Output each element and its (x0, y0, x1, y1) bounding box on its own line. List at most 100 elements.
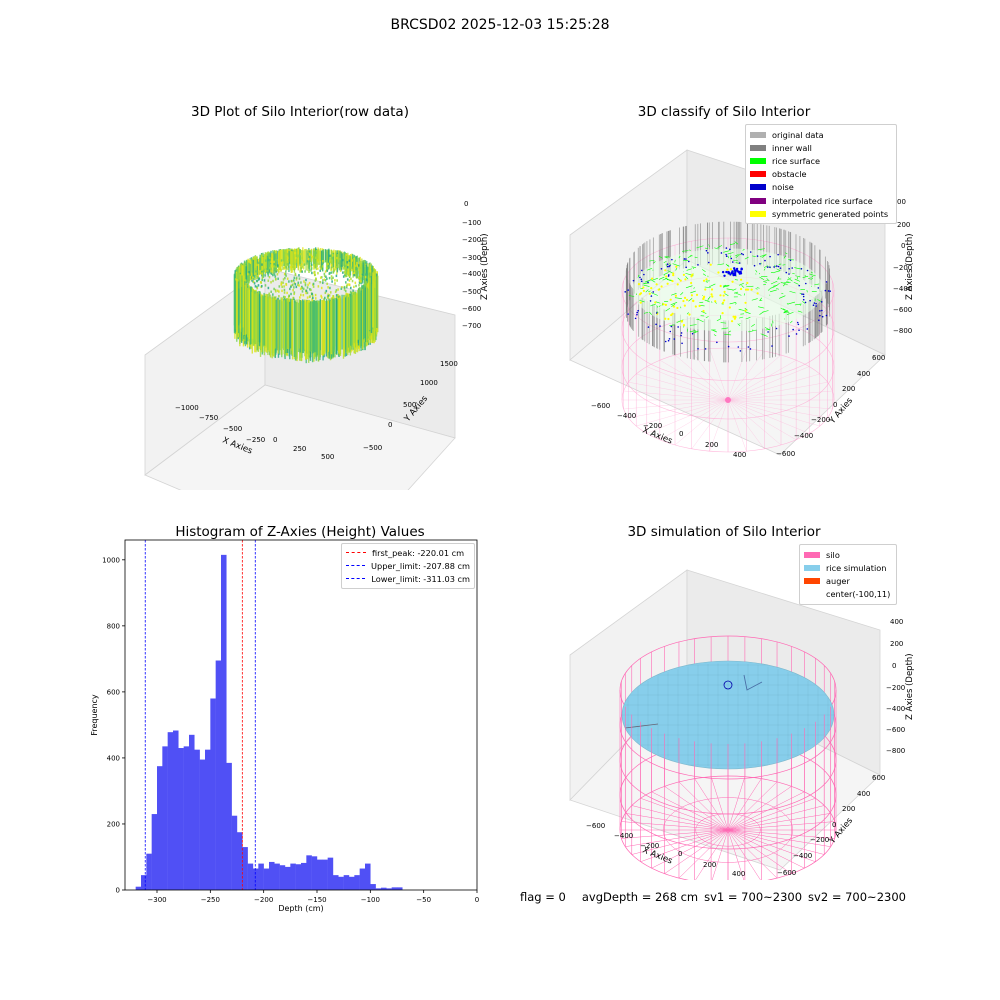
classify-ytick: 600 (872, 354, 885, 362)
classify-ytick: 200 (842, 385, 855, 393)
histogram-bar (199, 759, 206, 890)
histogram-bar (205, 749, 211, 890)
classify-ztick: −600 (893, 306, 912, 314)
raw-ztick: −300 (462, 254, 481, 262)
legend-item: first_peak: -220.01 cm (346, 546, 470, 559)
avg-depth-text: avgDepth = 268 cm (581, 890, 699, 904)
legend-item: original data (750, 128, 892, 141)
histogram-bar (375, 888, 382, 890)
auger (743, 674, 763, 691)
legend-item: Upper_limit: -207.88 cm (346, 559, 470, 572)
legend-line (346, 578, 366, 580)
silo-wireframe-front (621, 698, 835, 880)
legend-swatch (750, 157, 766, 164)
histogram-title: Histogram of Z-Axies (Height) Values (175, 524, 425, 540)
histogram-bar (242, 847, 248, 890)
classify-ztick: −400 (893, 285, 912, 293)
legend-swatch (750, 197, 766, 204)
raw-ztick: −200 (462, 236, 481, 244)
histogram-bar (354, 875, 360, 890)
histogram-bar (333, 875, 339, 890)
histogram-xtick-label: 0 (475, 896, 479, 904)
classify-zlabel: Z Axies (Depth) (905, 233, 915, 300)
histogram-bars (135, 554, 403, 890)
raw-ztick: −700 (462, 322, 481, 330)
flag-text: flag = 0 (520, 890, 566, 904)
classify-ytick: −600 (776, 450, 795, 458)
histogram-bar (215, 660, 222, 890)
sim-ytick: 0 (832, 821, 836, 829)
histogram-xlabel: Depth (cm) (278, 904, 323, 913)
classify-legend: original data inner wall rice surface ob… (745, 124, 897, 225)
classify-ztick: −800 (893, 327, 912, 335)
legend-swatch (750, 210, 766, 217)
histogram-frame (124, 539, 478, 891)
histogram-bar (141, 875, 147, 890)
legend-item: auger (804, 574, 892, 587)
legend-label: original data (772, 129, 824, 140)
histogram-bar (306, 855, 312, 890)
panel-raw-title: 3D Plot of Silo Interior(row data) (191, 104, 409, 120)
legend-label: symmetric generated points (772, 208, 889, 219)
classify-ztick: 00 (897, 198, 906, 206)
legend-label: interpolated rice surface (772, 195, 873, 206)
status-footer: flag = 0 avgDepth = 268 cm sv1 = 700~2300 s… (520, 890, 906, 904)
legend-label: obstacle (772, 169, 807, 180)
sim-zlabel: Z Axies (Depth) (905, 653, 915, 720)
histogram-bar (269, 861, 275, 890)
raw-ytick: 500 (403, 401, 416, 409)
legend-swatch (804, 564, 820, 571)
histogram-bar (274, 863, 280, 890)
classify-xtick: 200 (705, 441, 718, 449)
histogram-bar (151, 814, 158, 890)
sim-xtick: −400 (614, 832, 633, 840)
raw-ztick: 0 (464, 200, 468, 208)
histogram-bar (258, 863, 264, 890)
histogram-ytick-label: 0 (116, 887, 120, 895)
histogram-bar (391, 887, 398, 890)
legend-item: rice simulation (804, 561, 892, 574)
sim-ytick: −400 (793, 852, 812, 860)
sim-ytick: −200 (810, 836, 829, 844)
simulation-3d-plot: −600 −400 −200 0 200 400 −600 −400 −200 … (569, 569, 915, 880)
raw-xtick: 0 (273, 436, 277, 444)
histogram-bar (343, 875, 350, 890)
histogram-bar (386, 888, 392, 890)
raw-xtick: −250 (246, 436, 265, 444)
legend-item: rice surface (750, 154, 892, 167)
classify-ytick: 0 (833, 401, 837, 409)
raw-point-cloud (233, 247, 379, 364)
classify-ytick: −400 (794, 432, 813, 440)
raw-xtick: −1000 (175, 404, 199, 412)
histogram-xtick-label: −300 (147, 896, 166, 904)
histogram-bar (279, 865, 286, 890)
histogram-bar (226, 762, 232, 890)
sim-ztick: −200 (886, 684, 905, 692)
legend-item: noise (750, 181, 892, 194)
sim-ytick: −600 (777, 869, 796, 877)
histogram-bar (359, 868, 366, 890)
legend-line (346, 552, 366, 554)
legend-swatch (804, 591, 820, 597)
legend-label: first_peak: -220.01 cm (372, 547, 465, 558)
legend-item: interpolated rice surface (750, 194, 892, 207)
histogram-bar (365, 863, 371, 890)
histogram-bar (317, 859, 323, 890)
sim-ztick: −600 (886, 726, 905, 734)
raw-ztick: −400 (462, 270, 481, 278)
legend-item: silo (804, 548, 892, 561)
histogram-bar (173, 730, 179, 890)
legend-label: Upper_limit: -207.88 cm (371, 560, 470, 571)
classify-ytick: −200 (811, 416, 830, 424)
histogram-bar (295, 864, 302, 890)
simulation-legend: silo rice simulation auger center(-100,1… (799, 544, 897, 605)
histogram-bar (146, 853, 152, 890)
histogram-bar (162, 746, 168, 890)
legend-item: symmetric generated points (750, 207, 892, 220)
histogram-bar (290, 863, 296, 890)
raw-xtick: 250 (293, 445, 306, 453)
classify-xtick: 400 (733, 451, 746, 459)
legend-item: Lower_limit: -311.03 cm (346, 572, 470, 585)
figure-title: BRCSD02 2025-12-03 15:25:28 (390, 17, 610, 33)
histogram-legend: first_peak: -220.01 cm Upper_limit: -207… (341, 543, 475, 589)
